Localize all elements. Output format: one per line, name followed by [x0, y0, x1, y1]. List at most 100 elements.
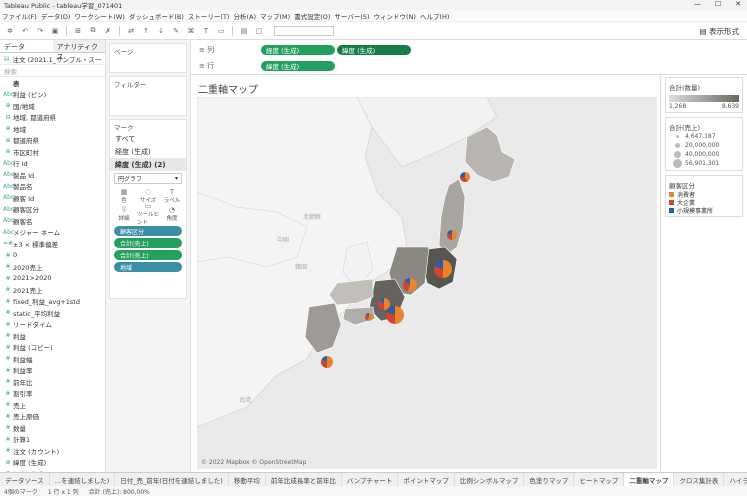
field-item[interactable]: # fixed_利益_avg+1std — [3, 296, 105, 308]
columns-shelf[interactable]: ≡ 列 経度 (生成) 緯度 (生成) — [191, 43, 747, 57]
pages-card[interactable]: ページ — [109, 43, 187, 73]
marks-longitude[interactable]: 経度 (生成) — [115, 147, 151, 156]
menu-item[interactable]: データ(D) — [40, 12, 71, 21]
duplicate-icon[interactable]: ⧉ — [90, 26, 96, 34]
redo-icon[interactable]: ↷ — [37, 26, 43, 35]
region-shikoku[interactable] — [342, 306, 376, 326]
size-legend-item[interactable]: 4,647,187 — [669, 132, 739, 141]
field-item[interactable]: # static_平均利益 — [3, 307, 105, 319]
columns-pill-longitude[interactable]: 経度 (生成) — [261, 45, 335, 55]
mark-type-dropdown[interactable]: 円グラフ ▾ — [114, 173, 182, 184]
field-item[interactable]: # 利益幅 — [3, 353, 105, 365]
region-chugoku[interactable] — [328, 278, 374, 306]
labels-icon[interactable]: T — [203, 26, 209, 35]
menu-item[interactable]: ヘルプ(H) — [419, 12, 450, 21]
minimize-button[interactable]: — — [693, 0, 701, 8]
marks-button[interactable]: ◔ 角度 — [161, 206, 183, 222]
pie-slice[interactable] — [386, 306, 395, 315]
sort-desc-icon[interactable]: ↓ — [158, 26, 164, 35]
save-icon[interactable]: ▣ — [51, 26, 59, 35]
marks-button[interactable]: ▦ 色 — [113, 188, 135, 204]
sheet-tab[interactable]: 前年比成長率と前年比 — [266, 473, 342, 486]
tableau-logo-icon[interactable]: ✲ — [7, 26, 13, 35]
sheet-tab[interactable]: 日付_売_前年(日付を連結しました) — [115, 473, 229, 486]
pie-tohoku[interactable] — [447, 230, 457, 240]
pie-slice[interactable] — [465, 172, 471, 182]
field-item[interactable]: ⊕ 緯度 (生成) — [3, 457, 105, 469]
marks-button[interactable]: T ラベル — [161, 188, 183, 204]
field-item[interactable]: # 数量 — [3, 422, 105, 434]
highlight-icon[interactable]: ✎ — [173, 26, 179, 35]
region-kyushu[interactable] — [304, 302, 342, 354]
pie-slice[interactable] — [460, 172, 465, 177]
sheet-tab[interactable]: ポイントマップ — [398, 473, 455, 486]
field-item[interactable]: Abc 顧客区分 — [3, 204, 105, 216]
field-item[interactable]: ⊟ 地域, 都道府県 — [3, 112, 105, 124]
marks-pill[interactable]: 顧客区分 — [114, 226, 182, 236]
fit-icon[interactable]: ▭ — [217, 26, 225, 35]
pie-slice[interactable] — [386, 312, 395, 324]
field-item[interactable]: # 利益 — [3, 330, 105, 342]
field-item[interactable]: Abc 製品 Id — [3, 169, 105, 181]
field-item[interactable]: Abc 顧客 Id — [3, 192, 105, 204]
group-icon[interactable]: ⌘ — [187, 26, 195, 35]
close-button[interactable]: ✕ — [735, 0, 741, 8]
menu-item[interactable]: ワークシート(W) — [74, 12, 125, 21]
field-item[interactable]: # 割引率 — [3, 388, 105, 400]
pie-slice[interactable] — [443, 260, 452, 278]
marks-button[interactable]: ▭ ツールヒント — [137, 202, 159, 226]
marks-pill[interactable]: 地域 — [114, 262, 182, 272]
field-item[interactable]: # 計算1 — [3, 434, 105, 446]
clear-icon[interactable]: ✗ — [105, 26, 111, 35]
datasource-row[interactable]: ⛁ 注文 (2021.1_サンプル・ス一 — [0, 53, 105, 65]
rows-pill-latitude[interactable]: 緯度 (生成) — [261, 61, 335, 71]
pie-slice[interactable] — [447, 233, 452, 240]
pie-hokkaido[interactable] — [460, 172, 471, 182]
menu-item[interactable]: ストーリー(T) — [187, 12, 230, 21]
sheet-tab[interactable]: 色塗りマップ — [524, 473, 575, 486]
pie-slice[interactable] — [367, 313, 373, 321]
sheet-tab[interactable]: 比例シンボルマップ — [455, 473, 525, 486]
pie-kansai[interactable] — [386, 306, 404, 324]
field-item[interactable]: Abc メジャー ネーム — [3, 227, 105, 239]
segment-legend[interactable]: 顧客区分 消費者 大企業 小規模事業所 — [665, 175, 743, 217]
field-item[interactable]: Abc 顧客名 — [3, 215, 105, 227]
pie-slice[interactable] — [384, 298, 390, 310]
field-item[interactable]: # 利益率 — [3, 365, 105, 377]
sheet-tab[interactable]: バンプチャート — [342, 473, 399, 486]
field-item[interactable]: =# ±3 × 標準偏差 — [3, 238, 105, 250]
pie-slice[interactable] — [321, 356, 327, 362]
tooltip-icon[interactable]: ▢ — [255, 26, 263, 35]
sheet-tab[interactable]: データソース — [0, 473, 50, 486]
pie-slice[interactable] — [407, 278, 417, 292]
map[interactable]: 中国 北朝鮮 韓国 台湾 © 2022 Mapbox © OpenStreetM… — [197, 97, 657, 469]
segment-legend-item[interactable]: 大企業 — [669, 198, 739, 207]
field-item[interactable]: 表 — [3, 77, 105, 89]
field-item[interactable]: #2020売上 — [3, 261, 105, 273]
field-item[interactable]: # 注文 (カウント) — [3, 445, 105, 457]
pie-slice[interactable] — [321, 360, 327, 368]
field-item[interactable]: ⊕ 都道府県 — [3, 135, 105, 147]
map-canvas[interactable]: 中国 北朝鮮 韓国 台湾 — [197, 97, 657, 469]
sort-asc-icon[interactable]: ↑ — [143, 26, 149, 35]
pie-slice[interactable] — [365, 313, 369, 317]
menu-item[interactable]: ダッシュボード(B) — [128, 12, 184, 21]
pie-slice[interactable] — [404, 278, 410, 285]
new-sheet-icon[interactable]: ⊞ — [75, 26, 81, 35]
sheet-tab[interactable]: ハイライト表 — [724, 473, 747, 486]
sheet-tab[interactable]: ヒートマップ — [574, 473, 625, 486]
field-item[interactable]: ⊕ 地域 — [3, 123, 105, 135]
size-legend-item[interactable]: 40,000,000 — [669, 150, 739, 159]
swap-icon[interactable]: ⇄ — [128, 26, 134, 35]
pie-slice[interactable] — [327, 356, 333, 368]
pie-slice[interactable] — [460, 177, 468, 182]
pie-slice[interactable] — [379, 298, 384, 304]
field-item[interactable]: # 利益 (コピー) — [3, 342, 105, 354]
field-item[interactable]: # 売上 — [3, 399, 105, 411]
marks-button[interactable]: ◌ サイズ — [137, 188, 159, 204]
pie-slice[interactable] — [403, 280, 410, 292]
region-tohoku[interactable] — [438, 178, 466, 256]
size-legend-item[interactable]: 56,901,301 — [669, 159, 739, 168]
field-item[interactable]: Abc 利益 (ビン) — [3, 89, 105, 101]
pie-kyushu[interactable] — [321, 356, 333, 368]
